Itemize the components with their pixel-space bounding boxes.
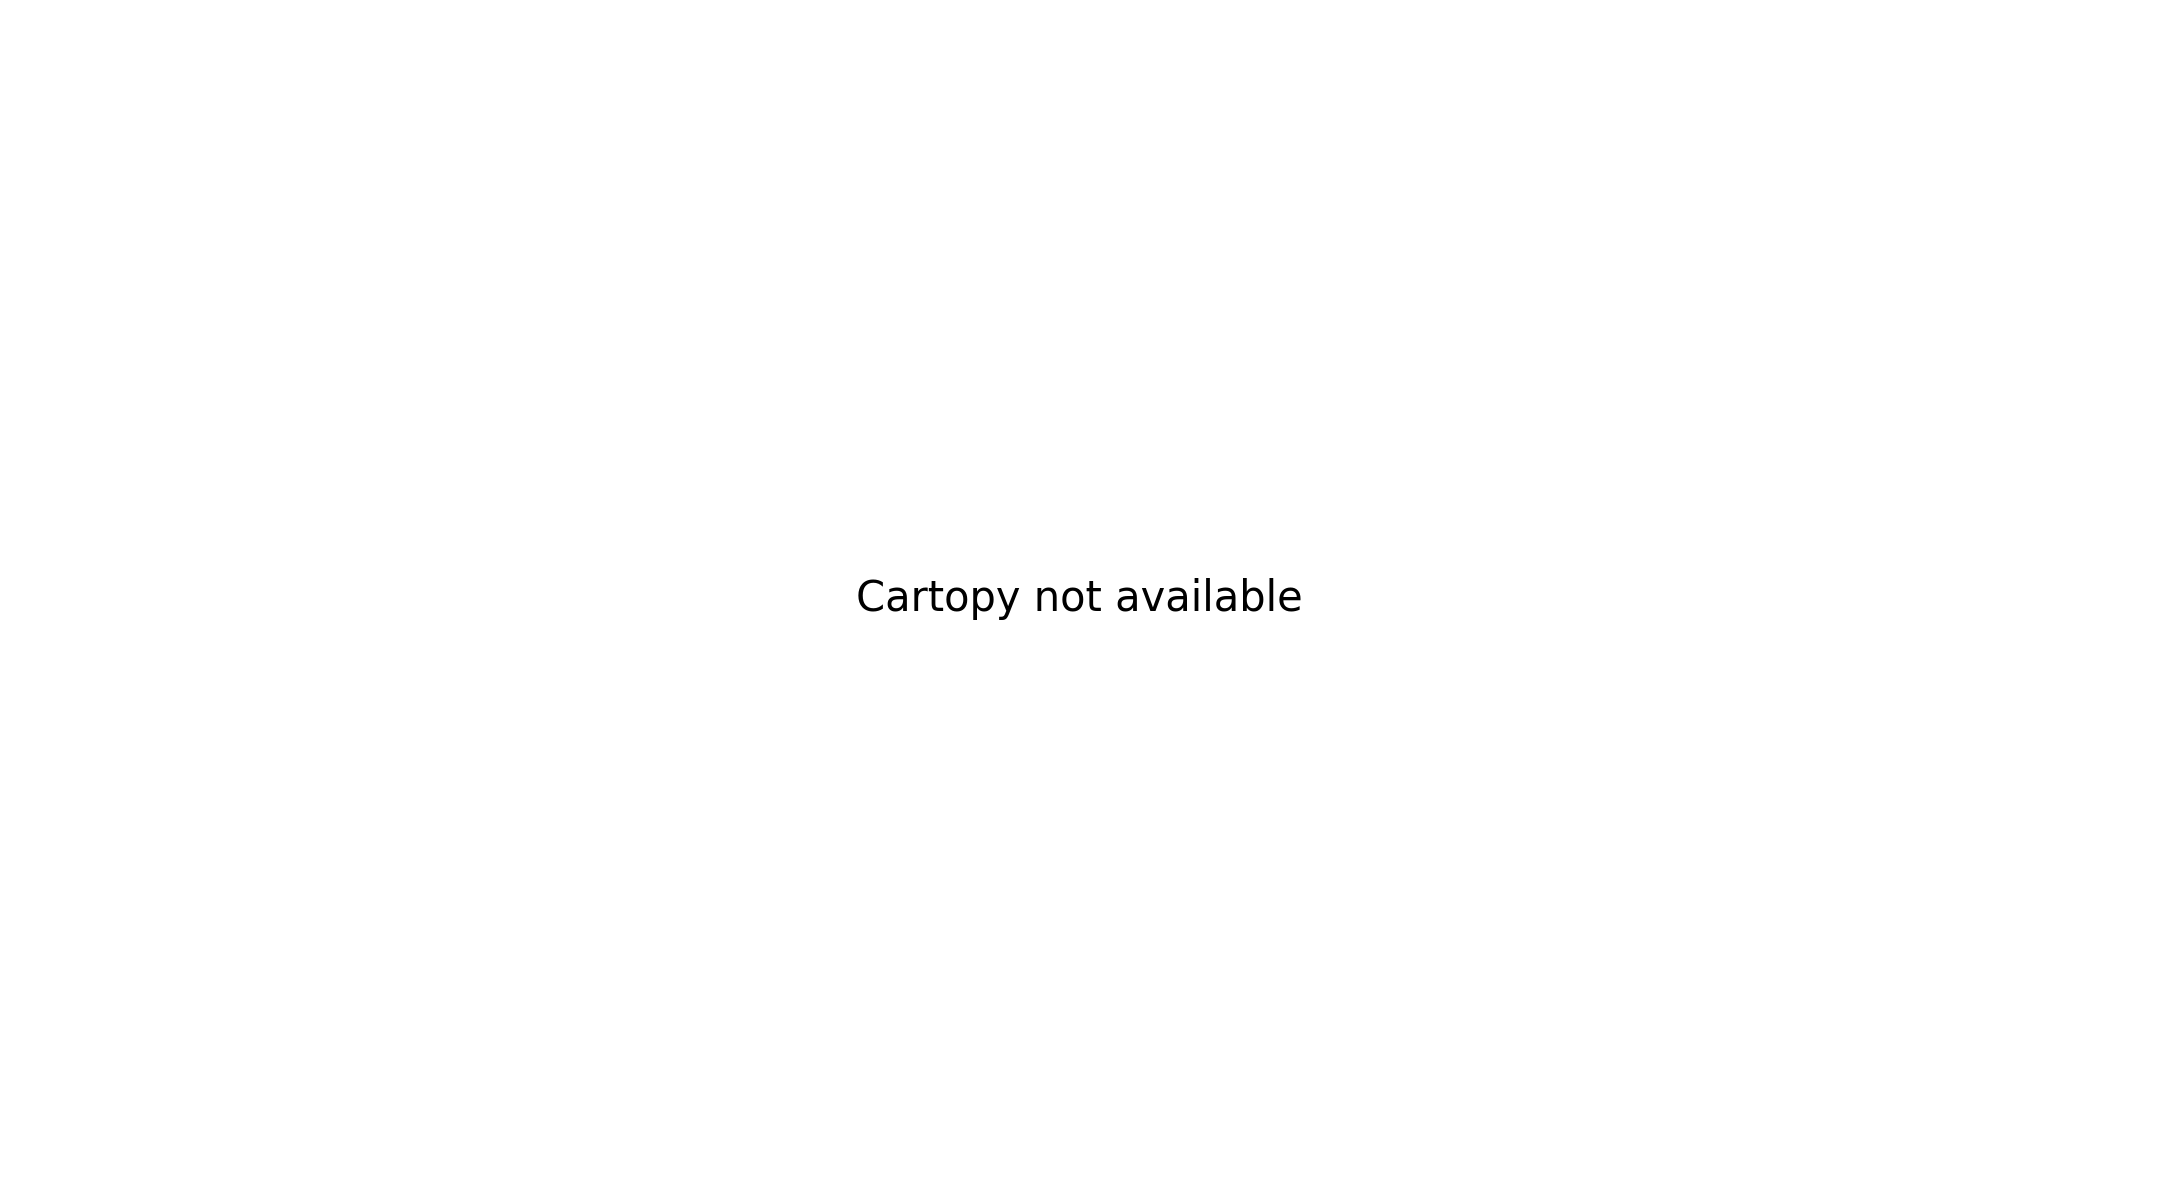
Text: Cartopy not available: Cartopy not available: [855, 577, 1303, 621]
